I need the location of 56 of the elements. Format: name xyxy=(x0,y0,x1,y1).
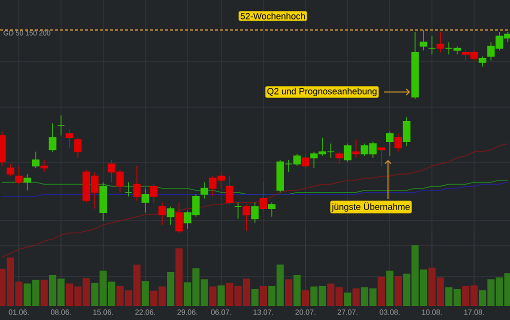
candlestick xyxy=(66,129,74,148)
candlestick xyxy=(378,147,386,166)
bar xyxy=(260,286,267,306)
candlestick xyxy=(436,32,444,53)
candlestick xyxy=(386,131,394,156)
candlestick xyxy=(420,30,428,51)
candlestick xyxy=(251,202,259,224)
bar xyxy=(344,292,352,306)
candlestick xyxy=(166,206,174,226)
annotation: Q2 und Prognoseanhebung xyxy=(267,88,376,96)
bar xyxy=(285,279,292,306)
candlestick xyxy=(142,188,150,214)
bar xyxy=(218,285,225,306)
candlestick xyxy=(478,56,486,67)
candlestick xyxy=(175,202,183,234)
bar xyxy=(209,286,216,306)
bar xyxy=(394,276,402,306)
candlestick xyxy=(234,202,242,220)
ref-line-label: 52-Wochenhoch xyxy=(240,12,305,20)
candlestick xyxy=(260,182,268,212)
bar xyxy=(40,280,48,306)
candlestick xyxy=(394,133,402,152)
bar xyxy=(302,290,310,306)
candlestick xyxy=(200,182,208,199)
bar xyxy=(293,274,301,306)
bar xyxy=(167,272,174,306)
candlestick xyxy=(15,166,23,185)
annotation: jüngste Übernahme xyxy=(332,202,410,212)
candlestick xyxy=(150,184,158,203)
candlestick xyxy=(428,36,436,55)
bar xyxy=(175,248,183,306)
candlestick xyxy=(302,153,310,168)
candlestick xyxy=(242,204,250,232)
candlestick xyxy=(335,151,343,164)
candlestick xyxy=(226,176,234,205)
candlestick xyxy=(48,122,56,152)
candlestick xyxy=(411,32,419,100)
bar xyxy=(142,281,149,306)
candlestick xyxy=(352,139,360,158)
bar xyxy=(386,270,394,306)
candlestick xyxy=(57,114,65,136)
candlestick xyxy=(133,166,141,201)
candlestick xyxy=(268,202,276,218)
bar xyxy=(378,276,385,306)
bar xyxy=(251,288,258,306)
candlestick xyxy=(99,182,107,222)
candlestick xyxy=(344,143,352,162)
bar xyxy=(352,288,360,306)
candlestick xyxy=(40,160,48,172)
candlestick xyxy=(32,151,40,168)
candlestick xyxy=(124,182,132,197)
candlestick xyxy=(158,202,166,226)
candlestick xyxy=(24,174,32,191)
candlestick xyxy=(74,137,82,158)
candlestick xyxy=(6,164,14,177)
candlestick xyxy=(402,116,410,146)
